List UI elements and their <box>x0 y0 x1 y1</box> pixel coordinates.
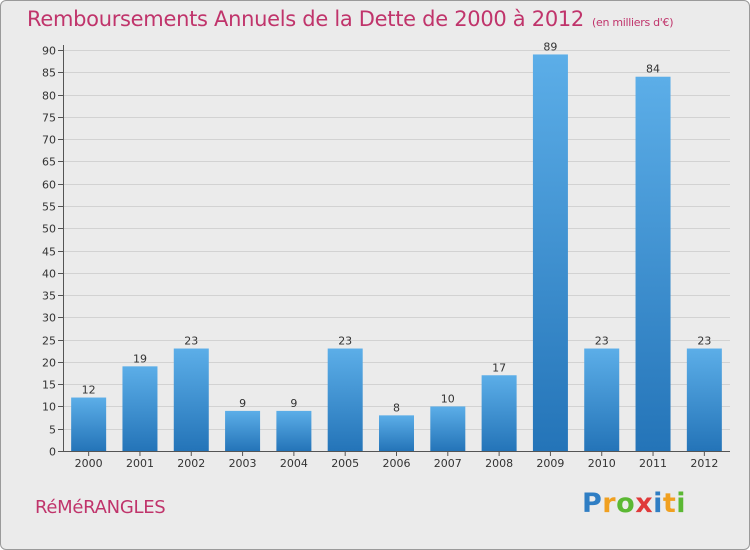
logo-letter: i <box>676 488 687 519</box>
y-tick-label: 0 <box>49 446 56 459</box>
x-tick-label: 2004 <box>280 457 308 470</box>
bar <box>225 410 261 451</box>
y-tick-label: 10 <box>42 401 56 414</box>
bar <box>122 366 158 451</box>
x-tick-label: 2010 <box>588 457 616 470</box>
x-tick-label: 2003 <box>229 457 257 470</box>
x-tick-label: 2001 <box>126 457 154 470</box>
bars: 12 19 23 9 9 23 8 10 17 89 23 84 23 <box>71 40 722 451</box>
plot-area <box>63 45 730 451</box>
x-tick-label: 2012 <box>690 457 718 470</box>
logo-letter: o <box>616 488 636 519</box>
bar <box>584 348 620 451</box>
bar <box>430 406 466 451</box>
chart-subtitle: (en milliers d'€) <box>592 16 674 29</box>
y-tick-label: 90 <box>42 45 56 58</box>
data-label: 23 <box>184 335 198 348</box>
y-tick-label: 75 <box>42 112 56 125</box>
y-tick-label: 50 <box>42 223 56 236</box>
bar <box>276 410 312 451</box>
x-tick-label: 2007 <box>434 457 462 470</box>
y-axis: 0 5 10 15 20 25 30 35 40 45 50 55 60 65 70 75 80 85 90 <box>42 45 64 459</box>
data-label: 8 <box>393 401 400 414</box>
data-label: 23 <box>338 335 352 348</box>
y-tick-label: 30 <box>42 312 56 325</box>
data-label: 9 <box>290 397 297 410</box>
x-tick-label: 2006 <box>383 457 411 470</box>
y-tick-label: 85 <box>42 67 56 80</box>
data-label: 12 <box>82 384 96 397</box>
data-label: 10 <box>441 392 455 405</box>
x-tick-label: 2000 <box>75 457 103 470</box>
y-tick-label: 45 <box>42 246 56 259</box>
bar <box>71 397 107 451</box>
x-tick-label: 2011 <box>639 457 667 470</box>
y-tick-label: 60 <box>42 179 56 192</box>
data-label: 9 <box>239 397 246 410</box>
data-label: 19 <box>133 352 147 365</box>
commune-name: RéMéRANGLES <box>35 497 166 518</box>
bar <box>635 76 671 451</box>
bar <box>481 375 517 451</box>
y-tick-label: 65 <box>42 156 56 169</box>
logo-letter: i <box>653 488 663 519</box>
y-tick-label: 5 <box>49 424 56 437</box>
y-tick-label: 40 <box>42 268 56 281</box>
bar <box>173 348 209 451</box>
chart-title: Remboursements Annuels de la Dette de 20… <box>27 7 674 31</box>
logo-letter: t <box>662 488 677 519</box>
y-tick-label: 20 <box>42 357 56 370</box>
y-tick-label: 80 <box>42 90 56 103</box>
bar <box>379 415 414 451</box>
y-tick-label: 15 <box>42 379 56 392</box>
y-tick-label: 35 <box>42 290 56 303</box>
logo-letter: x <box>635 488 654 519</box>
x-tick-label: 2002 <box>177 457 205 470</box>
x-tick-label: 2009 <box>536 457 564 470</box>
logo-letter: r <box>602 488 617 519</box>
data-label: 89 <box>543 40 557 53</box>
y-tick-label: 70 <box>42 134 56 147</box>
data-label: 23 <box>697 335 711 348</box>
bar <box>686 348 722 451</box>
y-tick-label: 55 <box>42 201 56 214</box>
x-tick-label: 2008 <box>485 457 513 470</box>
logo-letter: P <box>582 488 603 519</box>
data-label: 23 <box>595 335 609 348</box>
data-label: 17 <box>492 361 506 374</box>
x-tick-label: 2005 <box>331 457 359 470</box>
bar <box>327 348 363 451</box>
proxiti-logo: Proxiti <box>582 488 686 519</box>
x-axis: 2000 2001 2002 2003 2004 2005 2006 2007 2008 2009… <box>63 451 730 470</box>
bar <box>532 54 568 451</box>
y-tick-label: 25 <box>42 335 56 348</box>
data-label: 84 <box>646 63 660 76</box>
